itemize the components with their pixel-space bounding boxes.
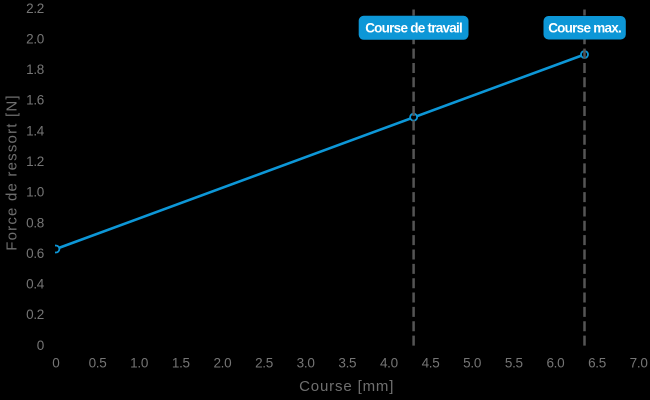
svg-text:0.6: 0.6 [26,246,44,261]
svg-text:0: 0 [37,338,44,353]
svg-text:Course max.: Course max. [548,21,621,36]
svg-text:0.8: 0.8 [26,215,44,230]
svg-text:0.5: 0.5 [89,356,107,371]
svg-text:3.5: 3.5 [338,356,356,371]
svg-text:Force de ressort [N]: Force de ressort [N] [3,94,20,251]
svg-text:4.5: 4.5 [422,356,440,371]
svg-text:2.2: 2.2 [26,1,44,16]
svg-text:1.2: 1.2 [26,154,44,169]
svg-text:5.0: 5.0 [463,356,481,371]
svg-text:Course de travail: Course de travail [365,21,462,36]
svg-text:1.4: 1.4 [26,123,45,138]
svg-text:1.5: 1.5 [172,356,190,371]
svg-text:1.8: 1.8 [26,62,44,77]
svg-text:6.5: 6.5 [588,356,606,371]
svg-text:0.4: 0.4 [26,277,45,292]
svg-text:1.0: 1.0 [130,356,148,371]
svg-text:2.0: 2.0 [26,32,44,47]
svg-text:6.0: 6.0 [546,356,564,371]
svg-text:0.2: 0.2 [26,307,44,322]
svg-text:Course [mm]: Course [mm] [299,378,394,395]
svg-text:1.6: 1.6 [26,93,44,108]
svg-text:4.0: 4.0 [380,356,398,371]
svg-text:0: 0 [52,356,59,371]
svg-text:3.0: 3.0 [297,356,315,371]
svg-text:1.0: 1.0 [26,185,44,200]
svg-text:2.5: 2.5 [255,356,273,371]
svg-text:5.5: 5.5 [505,356,523,371]
svg-text:2.0: 2.0 [213,356,231,371]
svg-text:7.0: 7.0 [630,356,648,371]
